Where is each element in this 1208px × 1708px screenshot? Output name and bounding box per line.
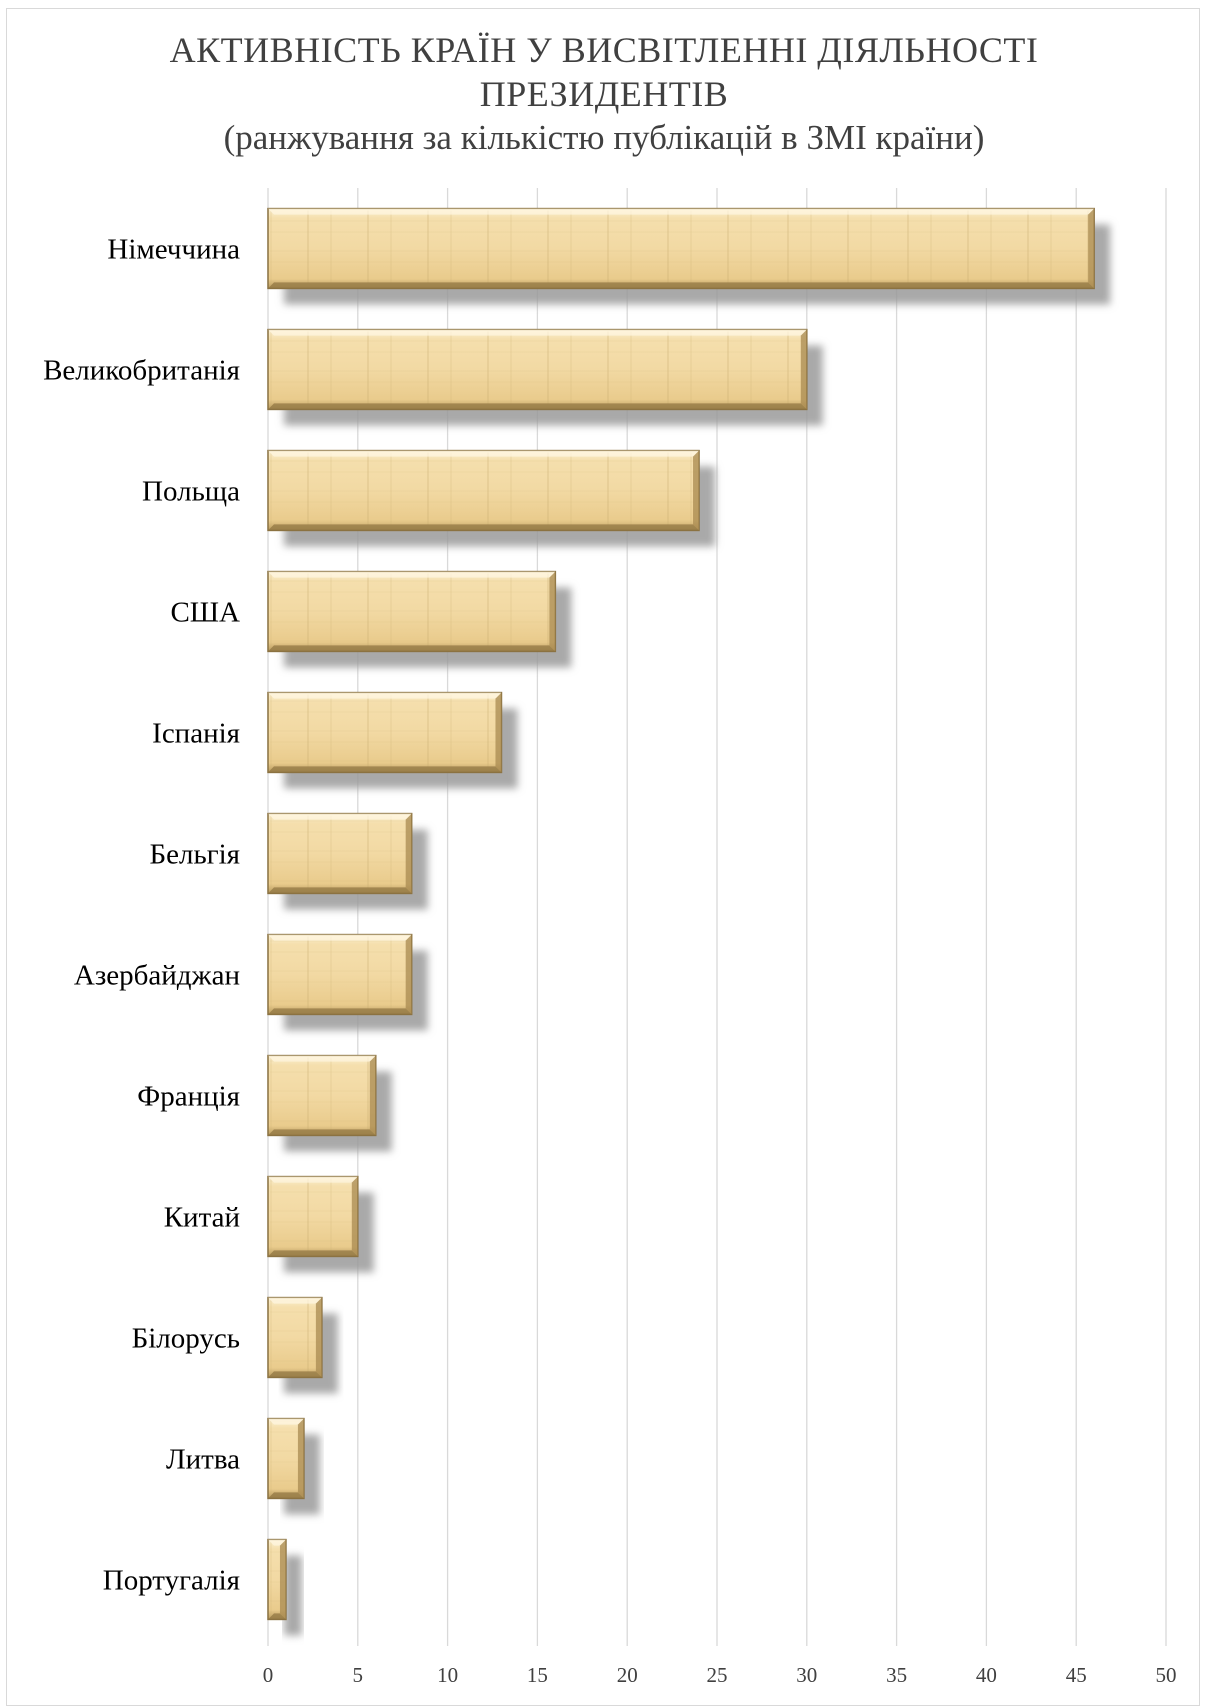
category-label: Бельгія (149, 839, 240, 871)
bar-bevel-top (268, 1055, 376, 1062)
bar-bevel-right (297, 1418, 304, 1499)
bar-bevel-right (549, 571, 556, 652)
bar-bevel-bottom (268, 1250, 358, 1257)
bar (267, 691, 518, 789)
bar (267, 1175, 374, 1273)
category-label: Великобританія (43, 355, 240, 387)
category-labels: Німеччина Великобританія Польща США Іспанія Б… (43, 234, 240, 1597)
x-tick-label: 30 (796, 1663, 817, 1687)
bar-bevel-top (268, 692, 502, 699)
bar-texture (270, 331, 805, 408)
chart-title-block: АКТИВНІСТЬ КРАЇН У ВИСВІТЛЕННІ ДІЯЛЬНОСТ… (0, 28, 1208, 160)
bar-bevel-right (405, 813, 412, 894)
gridlines (267, 188, 1167, 1646)
bar (267, 449, 716, 547)
bar-bevel-right (279, 1539, 286, 1620)
bar (267, 812, 428, 910)
bar-texture (270, 1057, 374, 1134)
bar-texture (270, 210, 1093, 287)
x-tick-label: 50 (1156, 1663, 1177, 1687)
bar-texture (270, 1299, 320, 1376)
bar-bevel-bottom (268, 524, 700, 531)
bar (267, 328, 823, 426)
x-tick-label: 15 (527, 1663, 548, 1687)
bar-bevel-bottom (268, 1613, 286, 1620)
bar-bevel-right (369, 1055, 376, 1136)
bar-bevel-top (268, 1418, 304, 1425)
chart-subtitle: (ранжування за кількістю публікацій в ЗМ… (223, 118, 985, 157)
bar-texture (270, 1178, 356, 1255)
bar (267, 1054, 392, 1152)
bar-bevel-bottom (268, 1371, 322, 1378)
bar-bevel-top (268, 813, 412, 820)
bar-bevel-top (268, 450, 700, 457)
bar-bevel-top (268, 208, 1095, 215)
bar-bevel-top (268, 571, 556, 578)
bar-bevel-bottom (268, 887, 412, 894)
bar (267, 207, 1111, 305)
bar-bevel-bottom (268, 1008, 412, 1015)
chart-title-line-2: ПРЕЗИДЕНТІВ (479, 74, 729, 114)
category-label: Китай (164, 1202, 240, 1234)
category-label: Португалія (103, 1565, 240, 1597)
bar-bevel-top (268, 934, 412, 941)
bar (267, 1417, 320, 1515)
bar-texture (270, 815, 410, 892)
bar-bevel-top (268, 1539, 286, 1546)
bar-bevel-right (693, 450, 700, 531)
bar-bevel-right (495, 692, 502, 773)
x-axis-ticks: 0 5 10 15 20 25 30 35 40 45 50 (263, 1663, 1177, 1687)
category-label: Франція (137, 1081, 240, 1113)
bar-bevel-right (800, 329, 807, 410)
chart-title-line-1: АКТИВНІСТЬ КРАЇН У ВИСВІТЛЕННІ ДІЯЛЬНОСТ… (169, 30, 1039, 70)
bar-bevel-bottom (268, 1492, 304, 1499)
bar-bevel-bottom (268, 645, 556, 652)
bar-texture (270, 936, 410, 1013)
bar (267, 570, 572, 668)
category-label: Німеччина (107, 234, 240, 266)
bar-texture (270, 573, 554, 650)
bar-bevel-right (1088, 208, 1095, 289)
x-tick-label: 40 (976, 1663, 997, 1687)
x-tick-label: 35 (886, 1663, 907, 1687)
bars (267, 207, 1111, 1636)
category-label: США (170, 597, 240, 629)
bar-bevel-bottom (268, 403, 807, 410)
category-label: Польща (142, 476, 240, 508)
bar-bevel-top (268, 329, 807, 336)
bar-texture (270, 452, 698, 529)
x-tick-label: 25 (707, 1663, 728, 1687)
bar-bevel-bottom (268, 282, 1095, 289)
category-label: Білорусь (132, 1323, 240, 1355)
bar-texture (270, 1420, 302, 1497)
x-tick-label: 45 (1066, 1663, 1087, 1687)
bar-bevel-top (268, 1176, 358, 1183)
x-tick-label: 0 (263, 1663, 274, 1687)
bar-bevel-bottom (268, 1129, 376, 1136)
category-label: Литва (166, 1444, 240, 1476)
x-tick-label: 10 (437, 1663, 458, 1687)
bar-bevel-right (315, 1297, 322, 1378)
bar-bevel-bottom (268, 766, 502, 773)
bar (267, 1296, 338, 1394)
x-tick-label: 5 (353, 1663, 364, 1687)
bar (267, 1538, 302, 1636)
bar-shadow (284, 1555, 302, 1636)
x-tick-label: 20 (617, 1663, 638, 1687)
bar-bevel-right (351, 1176, 358, 1257)
bar-texture (270, 694, 500, 771)
category-label: Азербайджан (74, 960, 240, 992)
bar (267, 933, 428, 1031)
category-label: Іспанія (152, 718, 240, 750)
bar-bevel-right (405, 934, 412, 1015)
bar-bevel-top (268, 1297, 322, 1304)
